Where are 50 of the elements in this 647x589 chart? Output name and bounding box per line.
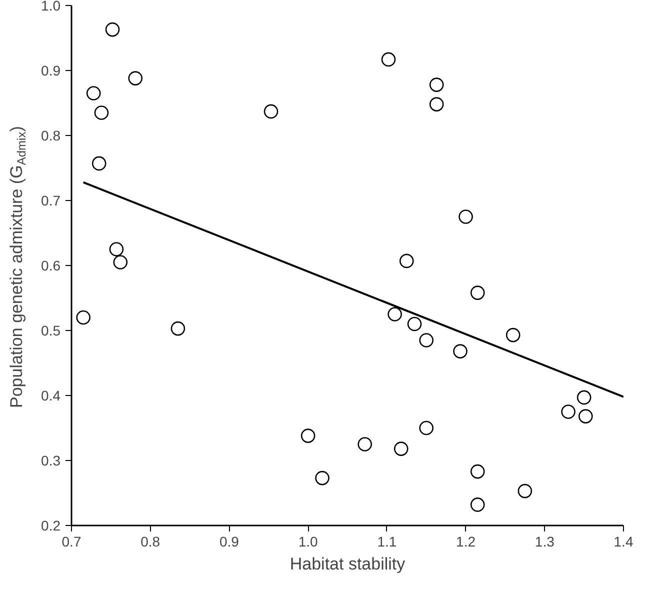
x-tick-label: 0.7 bbox=[62, 534, 82, 550]
x-tick-label: 1.4 bbox=[614, 534, 634, 550]
point bbox=[94, 106, 109, 120]
point bbox=[576, 390, 592, 405]
point bbox=[458, 210, 473, 224]
x-tick-label: 0.8 bbox=[140, 534, 160, 550]
point bbox=[381, 52, 396, 67]
point bbox=[128, 71, 143, 86]
point bbox=[429, 78, 444, 92]
point bbox=[113, 255, 128, 270]
x-tick-label: 0.9 bbox=[219, 534, 240, 550]
y-tick-label: 0.5 bbox=[41, 322, 61, 338]
point bbox=[92, 156, 106, 171]
x-axis-title: Habitat stability bbox=[290, 554, 406, 574]
point bbox=[470, 286, 485, 300]
x-tick-label: 1.3 bbox=[534, 534, 555, 550]
y-tick-label: 0.7 bbox=[41, 192, 61, 208]
y-tick-label: 0.6 bbox=[41, 258, 61, 274]
point bbox=[394, 442, 408, 456]
point bbox=[76, 310, 90, 325]
point bbox=[578, 409, 593, 424]
x-tick-label: 1.1 bbox=[377, 534, 397, 550]
x-tick-label: 1.0 bbox=[298, 534, 318, 550]
point bbox=[109, 242, 124, 256]
point bbox=[561, 404, 576, 419]
point bbox=[399, 254, 414, 268]
point bbox=[470, 498, 485, 512]
point bbox=[518, 484, 532, 498]
x-tick-label: 1.2 bbox=[456, 534, 476, 550]
point bbox=[264, 104, 278, 119]
point bbox=[315, 470, 330, 486]
y-tick-label: 0.8 bbox=[41, 128, 61, 144]
point bbox=[407, 316, 422, 332]
point bbox=[388, 307, 402, 322]
point bbox=[170, 321, 186, 336]
point bbox=[300, 428, 316, 443]
point bbox=[470, 464, 485, 479]
point bbox=[105, 22, 120, 37]
point bbox=[358, 437, 372, 452]
point bbox=[453, 344, 468, 358]
point bbox=[86, 86, 101, 100]
point bbox=[419, 333, 434, 348]
y-tick-label: 0.4 bbox=[41, 388, 61, 404]
point bbox=[429, 97, 444, 112]
y-tick-label: 1.0 bbox=[41, 0, 61, 14]
point bbox=[419, 420, 434, 436]
y-tick-label: 0.9 bbox=[41, 62, 61, 78]
y-tick-label: 0.2 bbox=[41, 518, 61, 534]
point bbox=[506, 328, 520, 342]
y-tick-label: 0.3 bbox=[41, 452, 61, 468]
